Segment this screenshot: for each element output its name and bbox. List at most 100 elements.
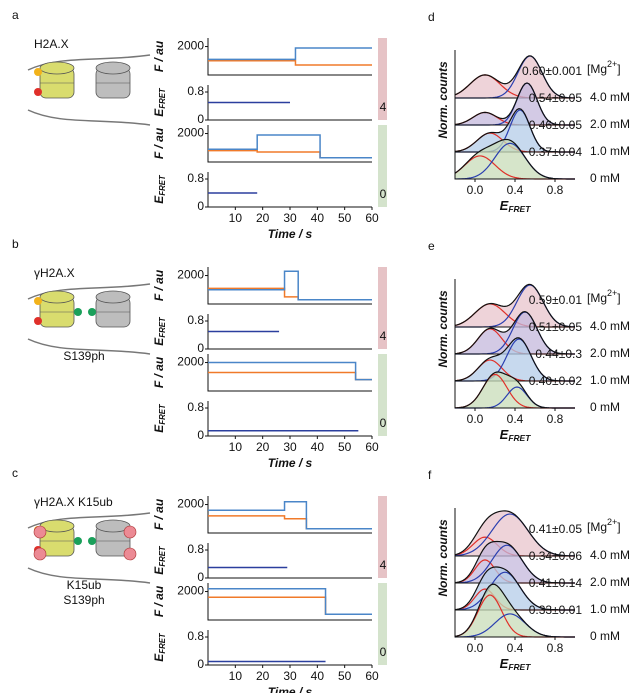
f-axis-title: F / au — [152, 269, 166, 301]
efret-main: E — [500, 427, 509, 442]
illustration — [27, 512, 151, 584]
mg-sup: 2+ — [607, 288, 617, 298]
efret-axis-title: EFRET — [152, 632, 167, 662]
efret-axis-title: EFRET — [500, 427, 532, 443]
fit-value: 0.46±0.05 — [529, 118, 583, 132]
x-tick-label: 60 — [365, 440, 379, 454]
fit-value: 0.41±0.14 — [529, 576, 583, 590]
y-tick-label: 2000 — [177, 355, 204, 369]
dna — [27, 512, 151, 584]
x-tick-label: 20 — [256, 669, 270, 683]
modification-label: S139ph — [63, 593, 104, 607]
panel-letter: b — [12, 237, 19, 251]
y-tick-label: 0 — [197, 199, 204, 213]
acceptor-trace — [208, 60, 372, 66]
fit-value: 0.40±0.02 — [529, 374, 583, 388]
x-tick-label: 0.8 — [547, 412, 564, 426]
fit-value: 0.60±0.001 — [522, 64, 582, 78]
ub-site — [123, 547, 137, 561]
x-tick-label: 50 — [338, 669, 352, 683]
fit-sum — [454, 82, 576, 126]
x-tick-label: 50 — [338, 211, 352, 225]
f-axis-title: F / au — [152, 40, 166, 72]
efret-main: E — [152, 337, 166, 346]
donor-trace — [208, 500, 372, 530]
norm-axis-title: Norm. counts — [436, 290, 450, 368]
y-tick-label: 0.8 — [187, 400, 204, 414]
ub-site — [33, 525, 47, 539]
count-label: 0 — [380, 645, 387, 659]
y-tick-label: 2000 — [177, 39, 204, 53]
efret-main: E — [152, 108, 166, 117]
fit-value: 0.44±0.3 — [535, 347, 582, 361]
axis — [207, 38, 372, 121]
fit-sum — [454, 311, 576, 355]
y-tick-label: 2000 — [177, 268, 204, 282]
mg-concentration: 4.0 mM — [590, 90, 630, 104]
fit-value: 0.54±0.05 — [529, 91, 583, 105]
mg-open: [Mg — [587, 520, 607, 534]
acceptor-dye — [34, 88, 42, 96]
donor-trace — [208, 134, 372, 159]
x-tick-label: 20 — [256, 211, 270, 225]
efret-sub: FRET — [158, 174, 167, 196]
acceptor-trace — [208, 596, 372, 616]
efret-axis-title: EFRET — [152, 316, 167, 346]
mg-header: [Mg2+] — [587, 517, 621, 534]
panel-letter: f — [428, 468, 432, 482]
acceptor-trace — [208, 515, 372, 530]
ub-site — [123, 525, 137, 539]
efret-sub: FRET — [508, 662, 531, 672]
mod-site — [88, 537, 96, 545]
acceptor-trace — [208, 371, 372, 381]
count-bar — [378, 354, 387, 436]
fit-sum — [454, 283, 576, 328]
norm-axis-title: Norm. counts — [436, 519, 450, 597]
y-tick-label: 2000 — [177, 126, 204, 140]
mg-close: ] — [617, 291, 620, 305]
efret-axis-title: EFRET — [152, 174, 167, 204]
mg-concentration: 1.0 mM — [590, 144, 630, 158]
donor-trace — [208, 587, 372, 616]
efret-main: E — [152, 424, 166, 433]
efret-axis-title: EFRET — [152, 545, 167, 575]
x-tick-label: 60 — [365, 669, 379, 683]
count-bar — [378, 38, 387, 120]
f-axis-title: F / au — [152, 127, 166, 159]
construct-name: H2A.X — [34, 37, 69, 51]
axis — [207, 267, 372, 350]
histone-top — [39, 61, 75, 75]
axis — [454, 508, 575, 638]
x-tick-label: 0.0 — [467, 412, 484, 426]
mg-concentration: 1.0 mM — [590, 373, 630, 387]
mg-concentration: 0 mM — [590, 629, 620, 643]
y-tick-label: 0 — [197, 428, 204, 442]
efret-axis-title: EFRET — [500, 656, 532, 672]
fit-value: 0.41±0.05 — [529, 522, 583, 536]
time-axis-title: Time / s — [268, 456, 313, 470]
axis — [454, 50, 575, 180]
x-tick-label: 0.4 — [507, 641, 524, 655]
panel-letter: d — [428, 10, 435, 24]
fit-value: 0.34±0.06 — [529, 549, 583, 563]
x-tick-label: 0.4 — [507, 412, 524, 426]
x-tick-label: 0.8 — [547, 641, 564, 655]
x-tick-label: 40 — [311, 669, 325, 683]
modification-label: K15ub — [67, 578, 102, 592]
axis — [207, 125, 372, 208]
y-tick-label: 0 — [197, 341, 204, 355]
y-tick-label: 0.8 — [187, 313, 204, 327]
time-axis-title: Time / s — [268, 227, 313, 241]
y-tick-label: 0 — [197, 570, 204, 584]
mg-concentration: 4.0 mM — [590, 548, 630, 562]
mg-concentration: 0 mM — [590, 400, 620, 414]
axis — [207, 496, 372, 579]
acceptor-dye — [34, 317, 42, 325]
efret-main: E — [152, 653, 166, 662]
donor-trace — [208, 47, 372, 61]
donor-dye — [34, 68, 42, 76]
y-tick-label: 2000 — [177, 584, 204, 598]
efret-sub: FRET — [158, 316, 167, 338]
x-tick-label: 50 — [338, 440, 352, 454]
mg-open: [Mg — [587, 62, 607, 76]
